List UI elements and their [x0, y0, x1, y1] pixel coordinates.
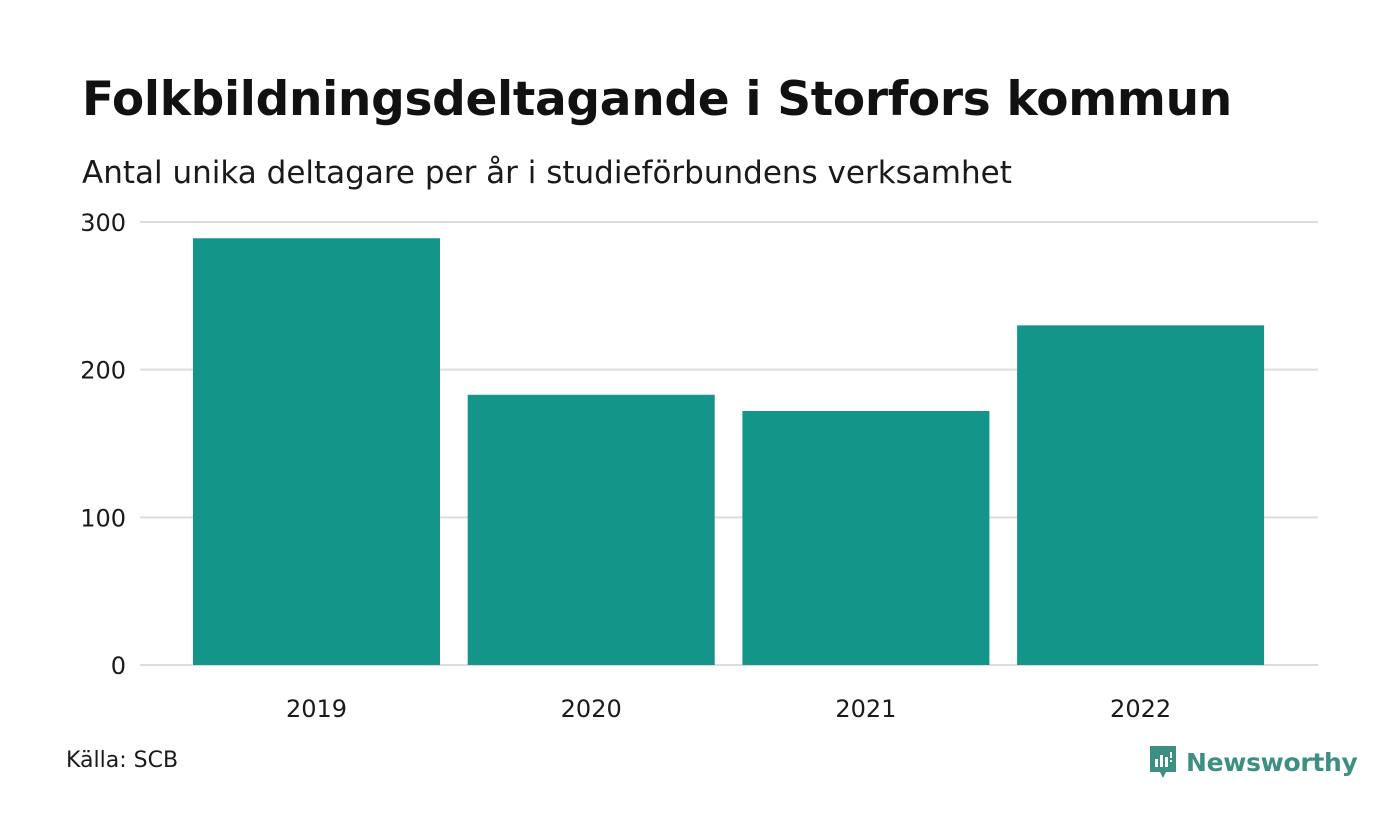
bar	[467, 394, 715, 665]
bar	[742, 411, 990, 665]
x-tick-label: 2021	[835, 695, 896, 723]
y-tick-label: 100	[80, 504, 126, 532]
brand-logo: Newsworthy	[1148, 744, 1358, 780]
y-tick-label: 0	[111, 652, 126, 680]
chart-subtitle: Antal unika deltagare per år i studieför…	[82, 155, 1012, 191]
x-tick-label: 2020	[561, 695, 622, 723]
y-tick-label: 300	[80, 209, 126, 237]
y-tick-label: 200	[80, 357, 126, 385]
brand-name: Newsworthy	[1186, 747, 1358, 777]
chart-title: Folkbildningsdeltagande i Storfors kommu…	[82, 72, 1232, 127]
bar	[1017, 325, 1265, 665]
newsworthy-logo-icon	[1150, 746, 1176, 778]
source-label: Källa: SCB	[66, 748, 179, 773]
bar	[193, 238, 440, 665]
x-tick-label: 2019	[286, 695, 347, 723]
x-tick-label: 2022	[1110, 695, 1171, 723]
